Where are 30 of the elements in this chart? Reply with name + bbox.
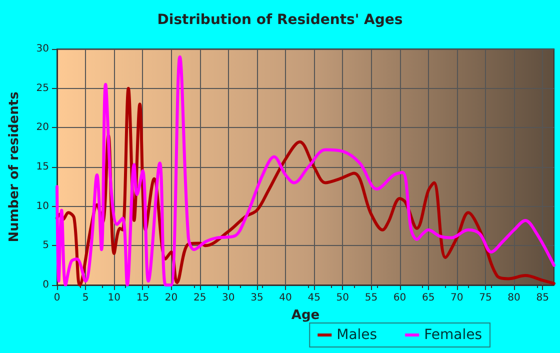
x-tick-label: 45 <box>308 292 320 304</box>
x-tick-label: 40 <box>279 292 292 304</box>
x-tick-label: 70 <box>450 292 464 304</box>
legend-label: Females <box>424 327 482 343</box>
x-tick-label: 30 <box>222 292 235 304</box>
y-tick-label: 5 <box>42 240 49 252</box>
x-tick-label: 25 <box>193 292 206 304</box>
y-axis-title: Number of residents <box>7 91 22 242</box>
y-tick-label: 20 <box>36 122 49 134</box>
x-tick-label: 5 <box>82 292 89 304</box>
legend-label: Males <box>336 327 378 343</box>
y-tick-label: 30 <box>36 44 49 54</box>
x-tick-label: 65 <box>422 292 435 304</box>
x-tick-label: 80 <box>508 292 520 304</box>
x-tick-label: 0 <box>54 292 60 304</box>
x-tick-label: 20 <box>164 292 178 304</box>
x-tick-label: 10 <box>108 292 120 304</box>
chart-title: Distribution of Residents' Ages <box>157 12 403 28</box>
x-axis-title: Age <box>291 308 320 323</box>
x-tick-label: 85 <box>536 292 549 304</box>
x-tick-label: 75 <box>479 292 492 304</box>
y-tick-label: 10 <box>36 200 49 212</box>
x-tick-label: 50 <box>336 292 349 304</box>
y-tick-label: 0 <box>42 280 49 290</box>
y-tick-label: 15 <box>36 162 49 172</box>
y-tick-label: 25 <box>36 82 49 94</box>
x-tick-label: 60 <box>393 292 406 304</box>
x-tick-label: 55 <box>364 292 378 304</box>
x-tick-label: 35 <box>250 292 264 304</box>
x-tick-label: 15 <box>136 292 150 304</box>
